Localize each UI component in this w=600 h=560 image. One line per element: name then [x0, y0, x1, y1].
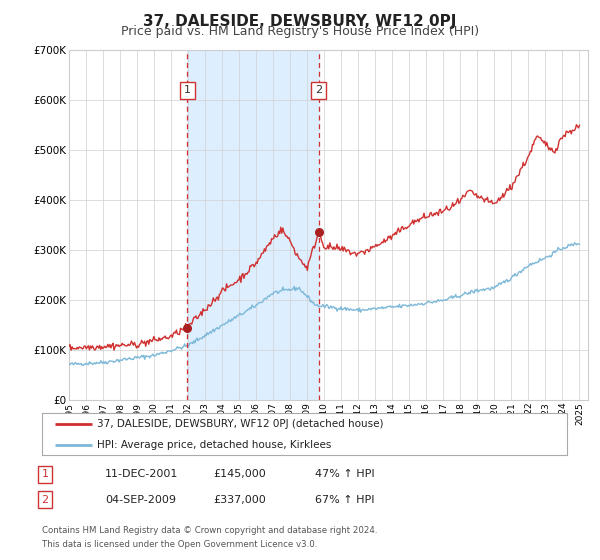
Text: This data is licensed under the Open Government Licence v3.0.: This data is licensed under the Open Gov…	[42, 540, 317, 549]
Text: 1: 1	[184, 85, 191, 95]
Text: 67% ↑ HPI: 67% ↑ HPI	[315, 494, 374, 505]
Text: Price paid vs. HM Land Registry's House Price Index (HPI): Price paid vs. HM Land Registry's House …	[121, 25, 479, 38]
Text: Contains HM Land Registry data © Crown copyright and database right 2024.: Contains HM Land Registry data © Crown c…	[42, 526, 377, 535]
Text: 2: 2	[315, 85, 322, 95]
Text: 2: 2	[41, 494, 49, 505]
Text: 37, DALESIDE, DEWSBURY, WF12 0PJ: 37, DALESIDE, DEWSBURY, WF12 0PJ	[143, 14, 457, 29]
Text: 47% ↑ HPI: 47% ↑ HPI	[315, 469, 374, 479]
Text: HPI: Average price, detached house, Kirklees: HPI: Average price, detached house, Kirk…	[97, 441, 331, 450]
Text: 04-SEP-2009: 04-SEP-2009	[105, 494, 176, 505]
Text: 1: 1	[41, 469, 49, 479]
Text: 37, DALESIDE, DEWSBURY, WF12 0PJ (detached house): 37, DALESIDE, DEWSBURY, WF12 0PJ (detach…	[97, 419, 383, 429]
Bar	[187, 50, 319, 400]
Text: £145,000: £145,000	[213, 469, 266, 479]
Text: 11-DEC-2001: 11-DEC-2001	[105, 469, 178, 479]
Text: £337,000: £337,000	[213, 494, 266, 505]
